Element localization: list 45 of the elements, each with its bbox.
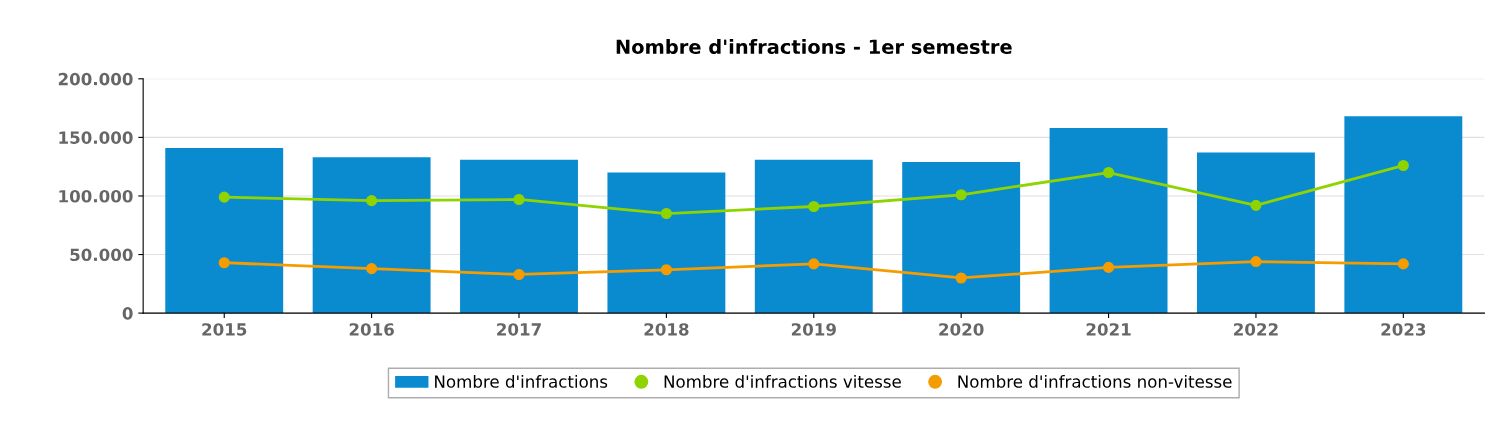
- point: [513, 193, 525, 206]
- bar: [902, 161, 1021, 314]
- bar: [1344, 116, 1463, 314]
- bar: [1049, 128, 1168, 314]
- legend-label: Nombre d'infractions non-vitesse: [958, 374, 1232, 388]
- bar: [607, 172, 726, 314]
- x-tick-label: 2016: [349, 323, 394, 336]
- x-tick-label: 2023: [1381, 323, 1426, 336]
- bar: [1196, 152, 1315, 314]
- point: [955, 189, 967, 201]
- legend-label: Nombre d'infractions vitesse: [664, 374, 901, 388]
- y-tick-label: 0: [122, 307, 133, 320]
- x-tick-label: 2017: [497, 323, 541, 336]
- x-tick-label: 2015: [202, 323, 247, 336]
- y-tick-label: 200.000: [58, 72, 133, 86]
- point: [660, 207, 672, 220]
- point: [366, 263, 378, 275]
- x-tick-label: 2019: [791, 323, 836, 336]
- point: [1250, 256, 1262, 268]
- y-tick-label: 100.000: [59, 189, 133, 203]
- point: [660, 264, 672, 276]
- x-tick-label: 2022: [1234, 323, 1278, 336]
- x-tick-label: 2018: [644, 323, 689, 336]
- y-tick-label: 150.000: [59, 131, 133, 144]
- bar: [754, 159, 873, 314]
- point: [808, 200, 820, 213]
- x-tick-label: 2020: [939, 323, 984, 336]
- bar: [312, 157, 431, 314]
- point: [1397, 258, 1409, 270]
- chart-title: Nombre d'infractions - 1er semestre: [616, 39, 1012, 55]
- point: [1102, 166, 1115, 179]
- point: [955, 272, 967, 284]
- point: [1397, 159, 1409, 172]
- point: [1250, 199, 1262, 211]
- bar: [460, 159, 578, 314]
- point: [366, 195, 378, 207]
- x-tick-label: 2021: [1086, 323, 1131, 336]
- y-tick-label: 50.000: [70, 248, 133, 262]
- point: [808, 258, 820, 270]
- legend-label: Nombre d'infractions: [435, 374, 608, 388]
- point: [218, 191, 230, 203]
- bar: [165, 147, 284, 314]
- point: [513, 268, 525, 281]
- point: [1102, 261, 1115, 273]
- point: [218, 257, 230, 269]
